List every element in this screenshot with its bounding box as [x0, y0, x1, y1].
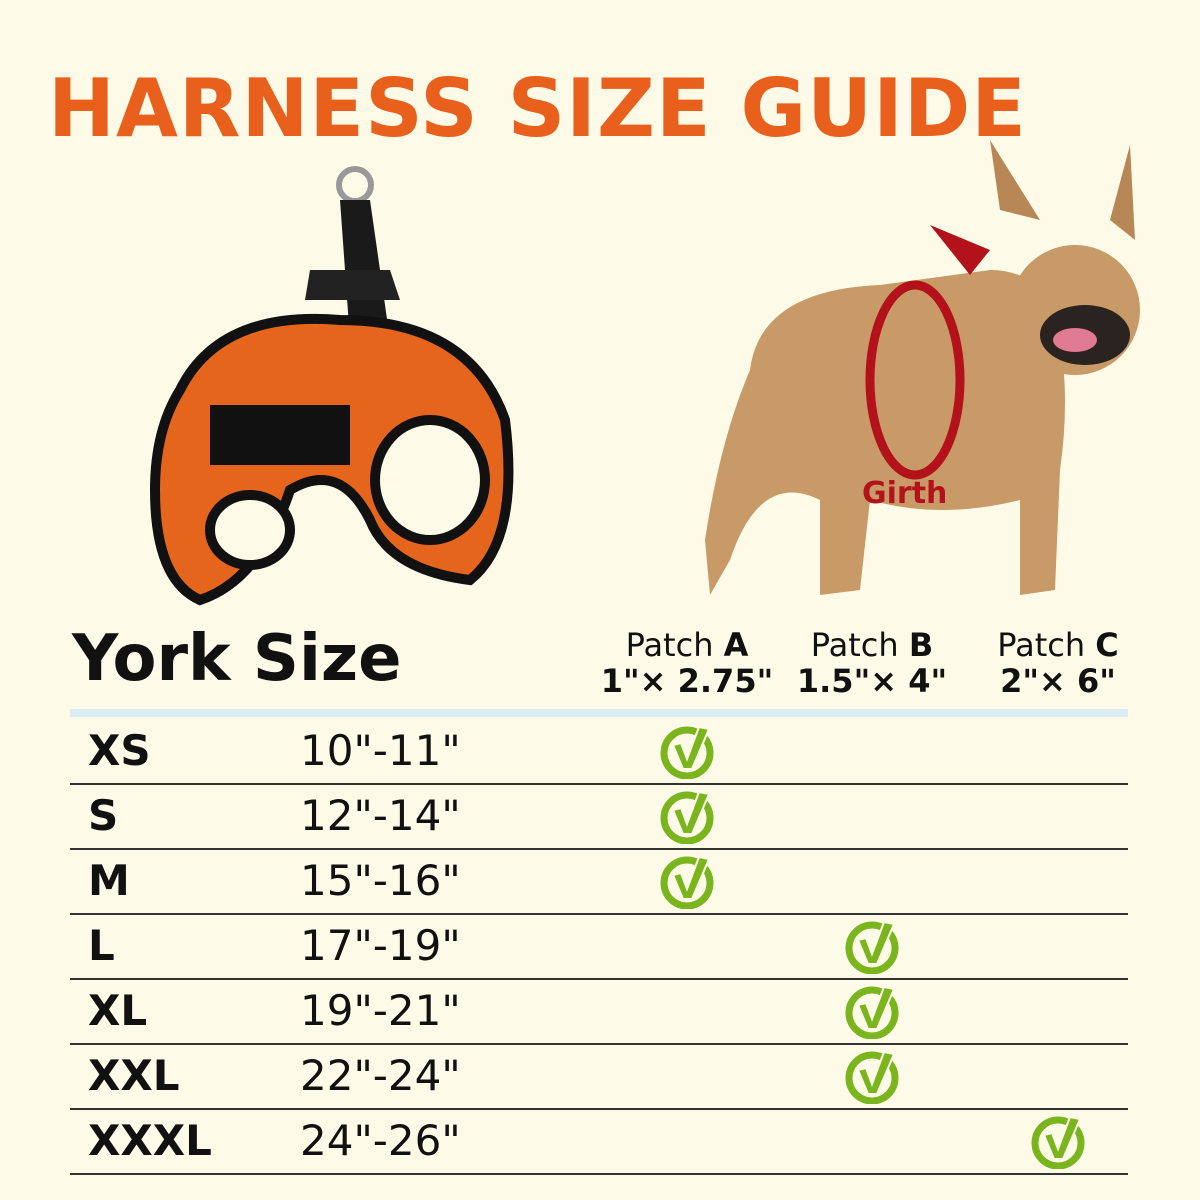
- girth-range: 17"-19": [300, 921, 461, 970]
- patch-header-b: Patch B 1.5"× 4": [772, 626, 972, 700]
- size-label: M: [88, 856, 130, 905]
- check-circle-icon: [845, 1050, 899, 1104]
- table-row: XL 19"-21": [70, 978, 1128, 1045]
- check-circle-icon: [845, 920, 899, 974]
- patch-dimensions: 1.5"× 4": [796, 662, 948, 700]
- girth-range: 10"-11": [300, 726, 461, 775]
- girth-range: 24"-26": [300, 1116, 461, 1165]
- patch-letter: A: [723, 626, 749, 664]
- patch-header-c: Patch C 2"× 6": [958, 626, 1158, 700]
- table-row: M 15"-16": [70, 848, 1128, 915]
- girth-range: 12"-14": [300, 791, 461, 840]
- table-row: XXXL 24"-26": [70, 1108, 1128, 1175]
- patch-label: Patch B: [772, 626, 972, 664]
- patch-letter: C: [1095, 626, 1119, 664]
- patch-label: Patch A: [587, 626, 787, 664]
- girth-label: Girth: [862, 476, 948, 511]
- size-label: L: [88, 921, 115, 970]
- dog-image: [705, 140, 1140, 595]
- patch-label: Patch C: [958, 626, 1158, 664]
- patch-header-a: Patch A 1"× 2.75": [587, 626, 787, 700]
- size-label: XL: [88, 986, 148, 1035]
- girth-range: 22"-24": [300, 1051, 461, 1100]
- harness-image: [149, 166, 514, 606]
- check-circle-icon: [660, 725, 714, 779]
- patch-word: Patch: [997, 626, 1086, 664]
- table-row: S 12"-14": [70, 783, 1128, 850]
- check-circle-icon: [660, 790, 714, 844]
- size-label: S: [88, 791, 119, 840]
- check-circle-icon: [660, 855, 714, 909]
- patch-word: Patch: [810, 626, 899, 664]
- check-circle-icon: [1031, 1115, 1085, 1169]
- size-label: XXL: [88, 1051, 180, 1100]
- size-label: XS: [88, 726, 151, 775]
- page-title: HARNESS SIZE GUIDE: [48, 62, 1027, 155]
- table-row: L 17"-19": [70, 913, 1128, 980]
- patch-word: Patch: [625, 626, 714, 664]
- girth-range: 19"-21": [300, 986, 461, 1035]
- girth-range: 15"-16": [300, 856, 461, 905]
- header-divider: [70, 709, 1128, 717]
- patch-dimensions: 1"× 2.75": [600, 662, 774, 700]
- table-row: XXL 22"-24": [70, 1043, 1128, 1110]
- table-heading: York Size: [72, 622, 402, 696]
- patch-letter: B: [908, 626, 934, 664]
- table-row: XS 10"-11": [70, 718, 1128, 785]
- patch-dimensions: 2"× 6": [1000, 662, 1116, 700]
- check-circle-icon: [845, 985, 899, 1039]
- size-label: XXXL: [88, 1116, 212, 1165]
